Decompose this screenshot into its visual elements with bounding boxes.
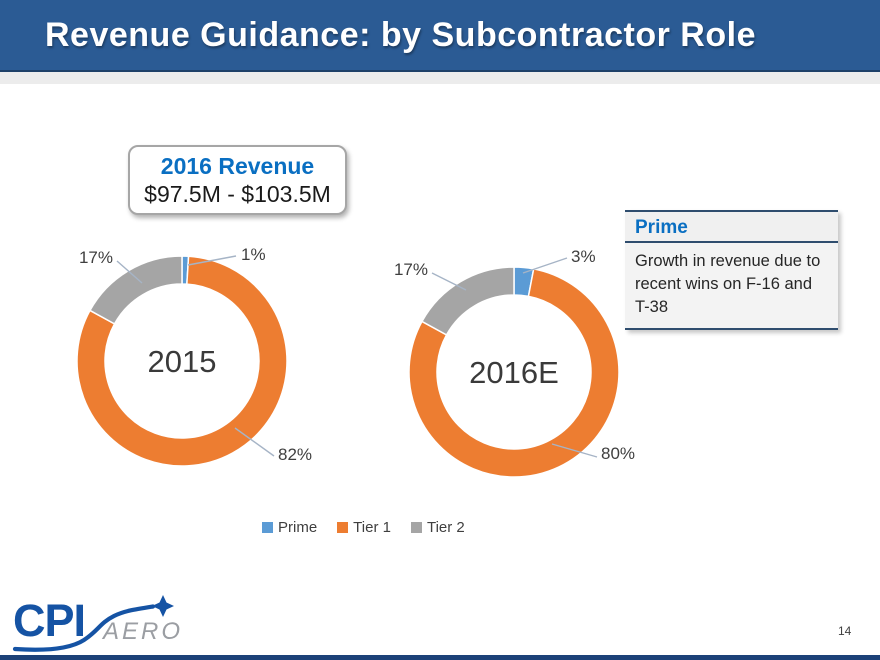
logo-star-icon [152, 595, 174, 617]
percent-label: 82% [278, 445, 312, 464]
footer-bar [0, 655, 880, 660]
legend-item-tier1: Tier 1 [337, 519, 391, 536]
leader-line [187, 255, 237, 266]
header-divider [0, 70, 880, 72]
donut-slice-tier-1 [408, 267, 620, 478]
leader-line [551, 443, 598, 458]
legend-label-prime: Prime [278, 519, 318, 536]
percent-label: 80% [601, 444, 635, 463]
chart-legend: Prime Tier 1 Tier 2 [262, 519, 465, 536]
legend-label-tier1: Tier 1 [353, 519, 391, 536]
cpi-aero-logo: CPI AERO [12, 595, 183, 652]
legend-swatch-tier2 [410, 522, 422, 533]
leader-line [116, 260, 143, 284]
legend-swatch-tier1 [337, 522, 349, 533]
legend-swatch-prime [262, 522, 273, 533]
page-number: 14 [838, 624, 852, 638]
donut-center-label-2015: 2015 [148, 344, 217, 379]
revenue-callout-title: 2016 Revenue [160, 153, 315, 179]
prime-note-body: Growth in revenue due to recent wins on … [635, 252, 821, 316]
leader-line [234, 427, 275, 457]
percent-label: 1% [241, 245, 266, 264]
logo-swoosh [12, 604, 156, 652]
revenue-callout-range: $97.5M - $103.5M [144, 181, 331, 207]
percent-label: 17% [79, 248, 113, 267]
logo-aero-text: AERO [101, 618, 183, 645]
donut-slice-tier-2 [88, 255, 183, 325]
logo-cpi-text: CPI [13, 595, 85, 646]
legend-item-tier2: Tier 2 [410, 519, 465, 536]
donut-slice-tier-2 [420, 266, 515, 336]
donut-center-label-2016e: 2016E [469, 355, 559, 390]
slide-title: Revenue Guidance: by Subcontractor Role [45, 16, 756, 54]
revenue-callout: 2016 Revenue $97.5M - $103.5M [128, 145, 347, 215]
leader-line [522, 257, 568, 274]
donut-chart-2016e: 3% 80% 17% 2016E [394, 247, 635, 478]
slide-header: Revenue Guidance: by Subcontractor Role [0, 0, 880, 70]
prime-note-header: Prime [625, 212, 838, 243]
percent-label: 17% [394, 260, 428, 279]
percent-label: 3% [571, 247, 596, 266]
legend-item-prime: Prime [262, 519, 317, 536]
header-strip [0, 72, 880, 84]
donut-chart-2015: 1% 82% 17% 2015 [76, 245, 312, 467]
prime-note-box: Prime Growth in revenue due to recent wi… [625, 210, 838, 330]
leader-line [431, 272, 467, 291]
donut-slice-tier-1 [76, 255, 288, 467]
legend-label-tier2: Tier 2 [426, 519, 465, 536]
